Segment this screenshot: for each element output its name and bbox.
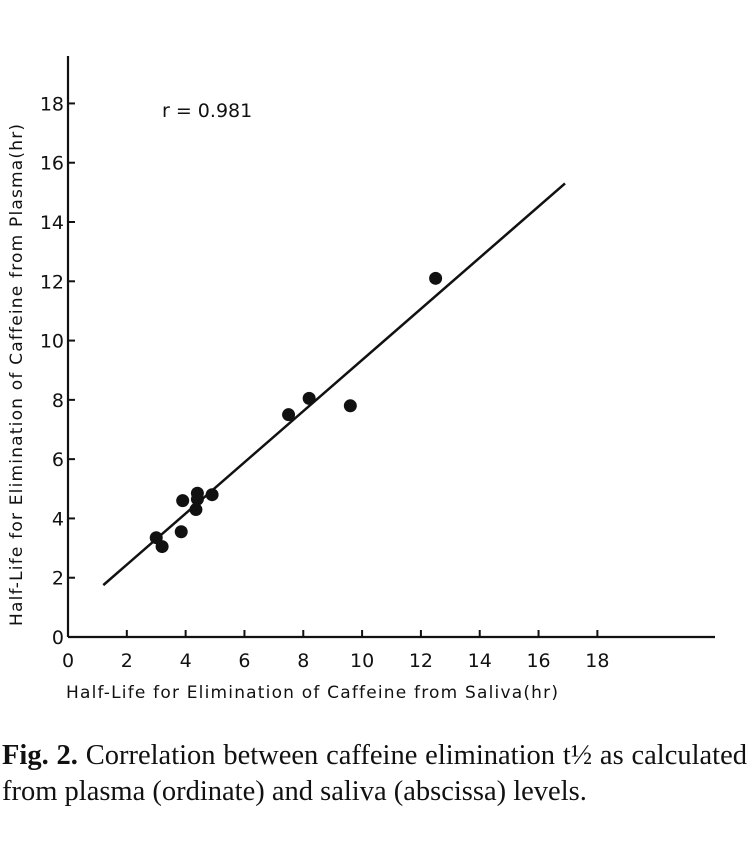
y-tick-label: 14 (40, 212, 64, 234)
x-tick-label: 10 (350, 650, 374, 672)
y-tick-label: 6 (52, 449, 64, 471)
x-tick-label: 0 (62, 650, 74, 672)
y-tick-label: 10 (40, 331, 64, 353)
figure-caption-text: Correlation between caffeine elimination… (2, 740, 747, 807)
x-tick-label: 6 (238, 650, 250, 672)
x-tick-label: 18 (585, 650, 609, 672)
data-point (155, 540, 169, 554)
data-points (149, 271, 443, 554)
axis-ticks: 0 2 4 6 8 10 12 14 16 18 0 2 4 6 8 10 12 14 16 18 (40, 93, 610, 672)
figure-label: Fig. 2. (2, 740, 78, 771)
y-tick-label: 4 (52, 508, 64, 530)
x-tick-label: 8 (297, 650, 309, 672)
y-tick-label: 18 (40, 93, 64, 115)
data-point (190, 486, 204, 500)
data-point (205, 488, 219, 502)
y-tick-label: 12 (40, 271, 64, 293)
y-tick-label: 0 (52, 627, 64, 649)
x-tick-label: 14 (468, 650, 492, 672)
x-tick-label: 2 (121, 650, 133, 672)
x-tick-label: 12 (409, 650, 433, 672)
data-point (174, 525, 188, 539)
data-point (429, 271, 443, 285)
scatter-plot: 0 2 4 6 8 10 12 14 16 18 0 2 4 6 8 10 12 14 16 18 r = 0.981… (7, 56, 715, 703)
correlation-annotation: r = 0.981 (162, 100, 252, 122)
x-tick-label: 4 (180, 650, 192, 672)
data-point (282, 408, 296, 422)
regression-line (102, 182, 566, 587)
y-axis-label: Half-Life for Elimination of Caffeine fr… (7, 123, 27, 626)
figure-caption: Fig. 2. Correlation between caffeine eli… (2, 738, 747, 810)
y-tick-label: 2 (52, 568, 64, 590)
y-tick-label: 8 (52, 390, 64, 412)
x-axis-label: Half-Life for Elimination of Caffeine fr… (66, 683, 559, 703)
y-tick-label: 16 (40, 153, 64, 175)
data-point (176, 494, 190, 508)
x-tick-label: 16 (526, 650, 550, 672)
data-point (343, 399, 357, 413)
